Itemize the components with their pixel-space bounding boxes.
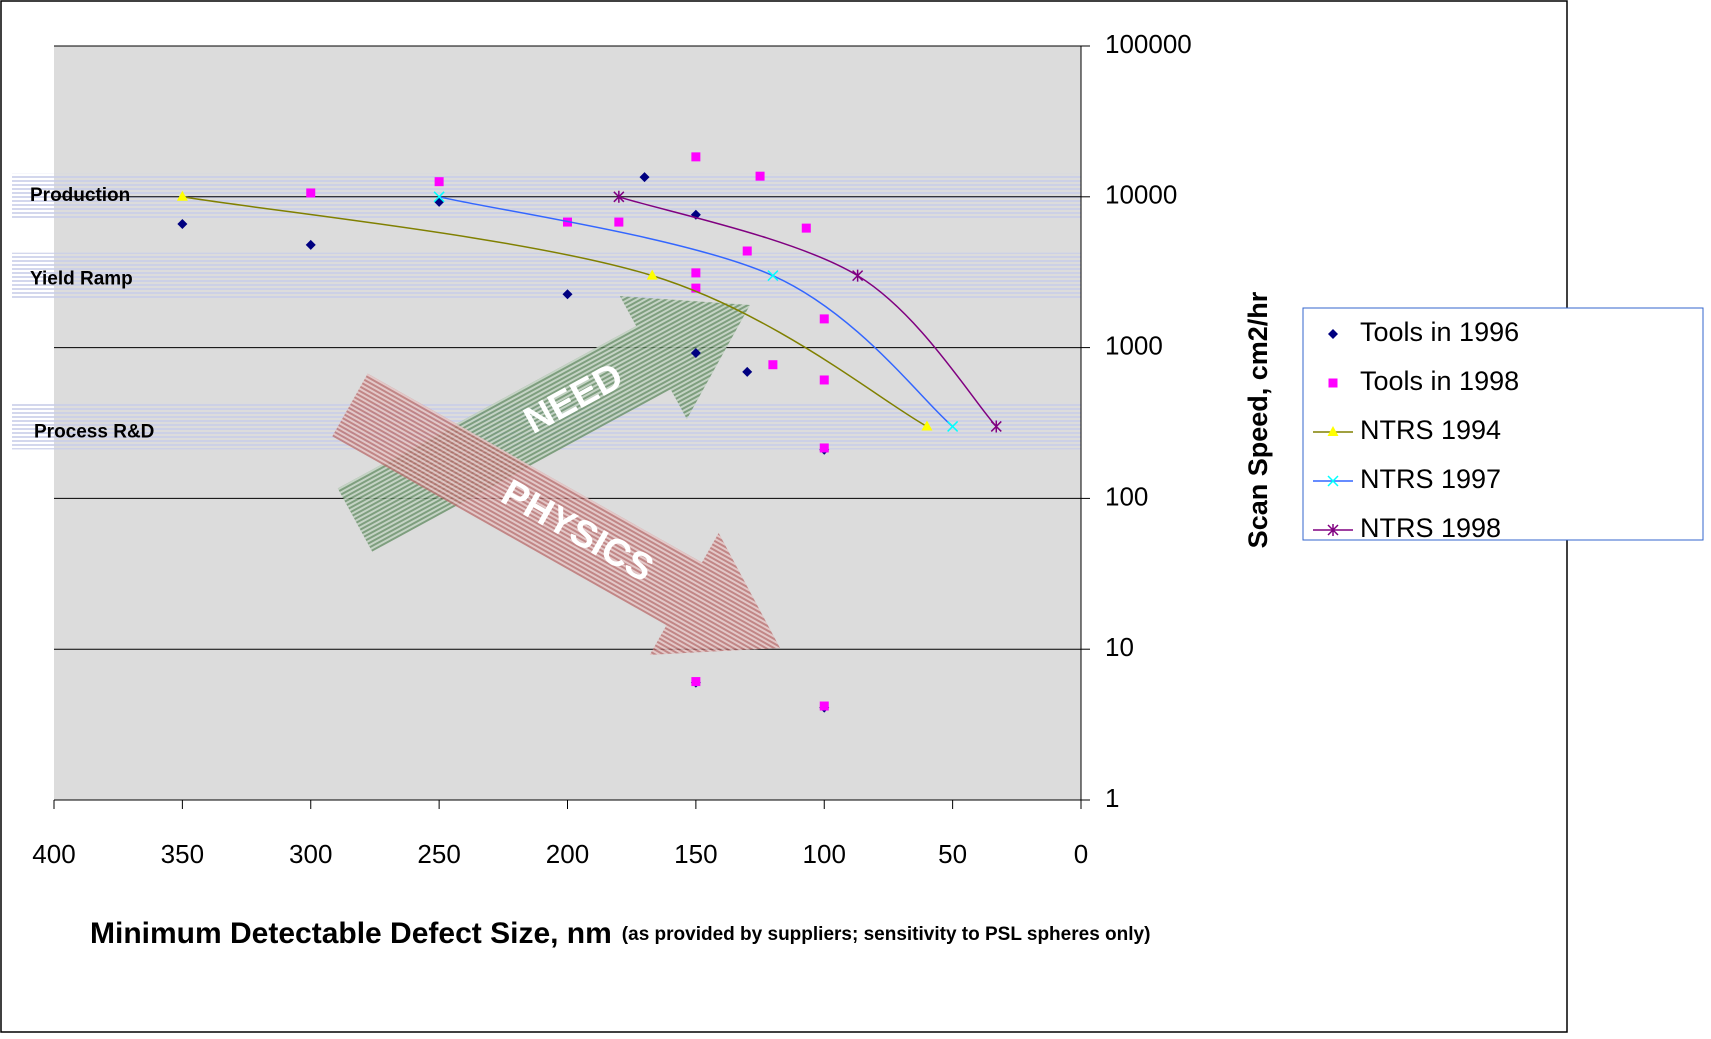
point xyxy=(614,217,624,227)
point xyxy=(755,171,765,181)
legend-label: Tools in 1998 xyxy=(1360,366,1519,396)
point xyxy=(742,246,752,256)
legend-marker xyxy=(1328,329,1338,339)
point xyxy=(434,177,444,187)
point xyxy=(613,190,625,203)
y-axis-title: Scan Speed, cm2/hr xyxy=(1243,291,1273,548)
band-label: Process R&D xyxy=(34,421,154,442)
y-tick-label: 10000 xyxy=(1105,180,1177,210)
x-tick-label: 100 xyxy=(803,839,846,869)
legend-marker xyxy=(1328,378,1338,388)
y-tick-label: 1 xyxy=(1105,783,1119,813)
x-axis-title-note: (as provided by suppliers; sensitivity t… xyxy=(622,924,1151,945)
point xyxy=(852,269,864,282)
point xyxy=(433,191,445,203)
point xyxy=(819,314,829,324)
legend-label: Tools in 1996 xyxy=(1360,317,1519,347)
point xyxy=(690,348,701,359)
point xyxy=(176,190,188,201)
y-tick-label: 10 xyxy=(1105,632,1134,662)
x-tick-label: 350 xyxy=(161,839,204,869)
point xyxy=(819,375,829,385)
y-tick-label: 100000 xyxy=(1105,29,1192,59)
y-tick-label: 100 xyxy=(1105,481,1148,511)
band-label: Production xyxy=(30,185,130,206)
point xyxy=(768,360,778,370)
x-axis-title-main: Minimum Detectable Defect Size, nm xyxy=(90,917,612,950)
point xyxy=(801,223,811,233)
point xyxy=(691,268,701,278)
band-label: Yield Ramp xyxy=(30,269,133,290)
point xyxy=(742,366,753,377)
arrow-stripes xyxy=(332,373,780,655)
point xyxy=(767,270,779,282)
legend-box xyxy=(1302,307,1704,541)
point xyxy=(947,420,959,432)
point xyxy=(691,677,701,687)
x-tick-label: 200 xyxy=(546,839,589,869)
x-tick-label: 300 xyxy=(289,839,332,869)
point xyxy=(691,152,701,162)
annotation-arrow: PHYSICS xyxy=(332,373,780,655)
point xyxy=(990,420,1002,433)
series-line xyxy=(438,196,954,428)
band xyxy=(12,252,1081,299)
legend-marker xyxy=(1327,475,1339,487)
point xyxy=(562,289,573,300)
point xyxy=(305,239,316,250)
point xyxy=(819,701,829,711)
x-tick-label: 0 xyxy=(1074,839,1088,869)
point xyxy=(691,283,701,293)
point xyxy=(306,188,316,198)
legend-label: NTRS 1997 xyxy=(1360,464,1501,494)
point xyxy=(921,420,933,431)
x-tick-label: 150 xyxy=(674,839,717,869)
x-tick-label: 250 xyxy=(417,839,460,869)
x-tick-label: 400 xyxy=(32,839,75,869)
series-line xyxy=(182,196,928,428)
point xyxy=(639,172,650,183)
x-tick-label: 50 xyxy=(938,839,967,869)
legend-label: NTRS 1998 xyxy=(1360,513,1501,543)
x-axis-title: Minimum Detectable Defect Size, nm (as pr… xyxy=(90,917,1150,950)
point xyxy=(177,219,188,230)
point xyxy=(819,443,829,453)
legend-marker xyxy=(1327,426,1339,436)
point xyxy=(646,269,658,280)
legend-marker xyxy=(1327,524,1339,536)
legend-label: NTRS 1994 xyxy=(1360,415,1501,445)
y-tick-label: 1000 xyxy=(1105,330,1163,360)
